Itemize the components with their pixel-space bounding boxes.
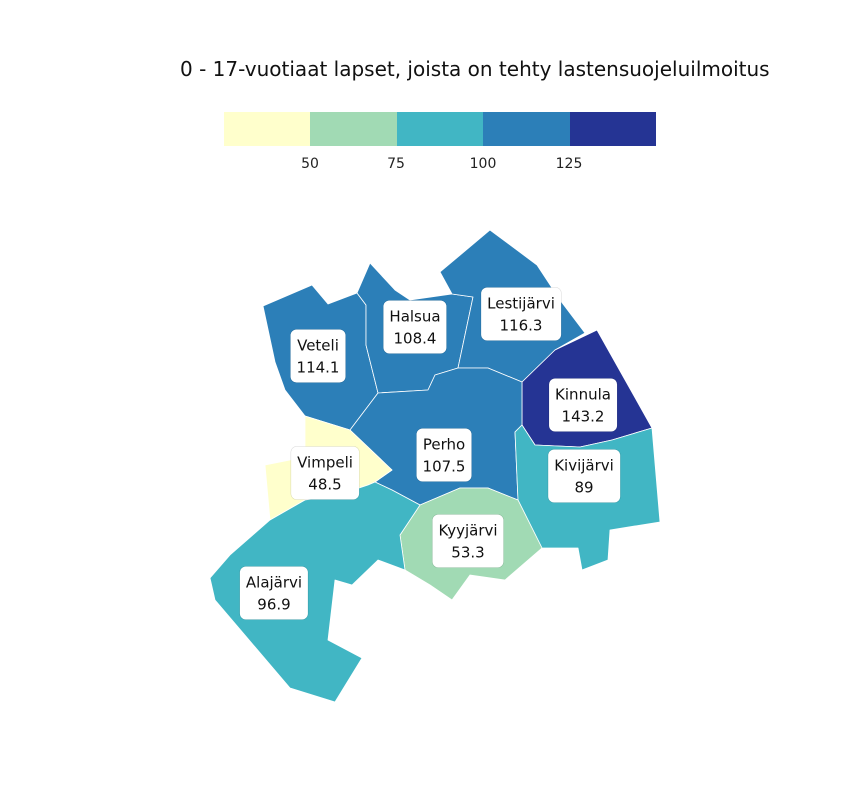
map-label-alajarvi: Alajärvi 96.9 [239,566,309,620]
map-label-vimpeli: Vimpeli 48.5 [291,446,359,500]
legend-tick-label: 50 [301,156,319,172]
municipality-value: 108.4 [393,329,437,348]
municipality-value: 53.3 [451,543,485,562]
legend-swatch-4 [483,112,570,146]
municipality-name: Lestijärvi [487,294,555,313]
municipality-name: Halsua [389,307,441,326]
region-alajarvi[interactable] [209,481,421,703]
legend-swatch-2 [310,112,397,146]
municipality-value: 48.5 [308,475,342,494]
municipality-name: Kinnula [555,385,611,404]
map-label-kinnula: Kinnula 143.2 [549,378,617,432]
map-title: 0 - 17-vuotiaat lapset, joista on tehty … [180,57,770,81]
municipality-name: Veteli [297,336,339,355]
map-label-perho: Perho 107.5 [416,428,472,482]
legend-tick-label: 100 [469,156,497,172]
legend-swatch-1 [224,112,311,146]
municipality-value: 89 [574,478,594,497]
municipality-value: 107.5 [422,457,466,476]
legend-swatch-5 [569,112,657,146]
legend-swatch-3 [396,112,484,146]
map-label-halsua: Halsua 108.4 [383,300,447,354]
map-label-kivijarvi: Kivijärvi 89 [548,449,620,503]
municipality-name: Kyyjärvi [438,521,498,540]
municipality-value: 143.2 [561,407,605,426]
legend-tick-label: 75 [387,156,405,172]
legend-tick-label: 125 [555,156,583,172]
map-label-lestijarvi: Lestijärvi 116.3 [481,287,561,341]
municipality-value: 116.3 [499,316,543,335]
municipality-name: Perho [422,435,466,454]
map-label-kyyjarvi: Kyyjärvi 53.3 [432,514,504,568]
municipality-value: 96.9 [257,595,291,614]
municipality-name: Vimpeli [297,453,353,472]
map-label-veteli: Veteli 114.1 [290,329,346,383]
municipality-name: Kivijärvi [554,456,614,475]
color-legend [224,112,657,146]
municipality-name: Alajärvi [245,573,303,592]
municipality-value: 114.1 [296,358,340,377]
